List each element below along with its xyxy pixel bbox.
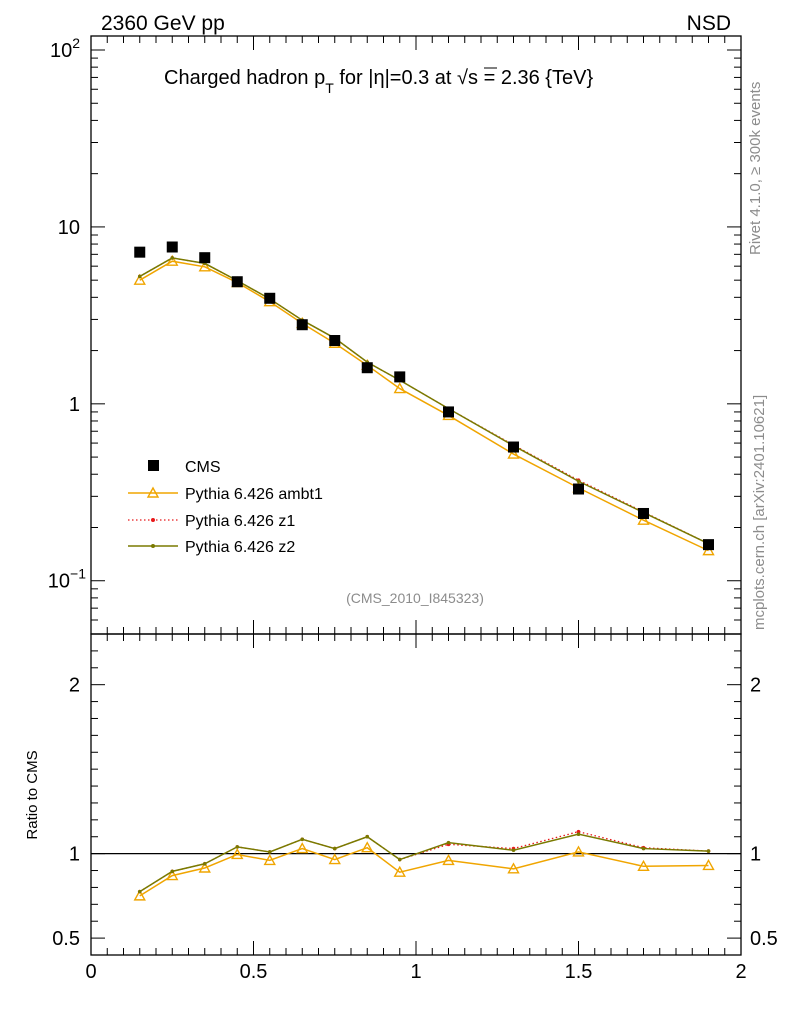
series-marker-triangle xyxy=(507,447,520,459)
ratio-y-tick-label-left: 0.5 xyxy=(52,928,80,950)
legend-marker-z1 xyxy=(151,518,155,522)
x-tick-labels: 0 0.5 1 1.5 2 xyxy=(85,961,746,983)
y-tick-label: 102 xyxy=(50,35,80,62)
header-right: NSD xyxy=(687,12,731,35)
series-marker-triangle xyxy=(361,841,374,853)
legend-label-ambt1: Pythia 6.426 ambt1 xyxy=(185,486,323,503)
ratio-y-tick-label-left: 1 xyxy=(69,844,80,866)
x-tick-label: 1.5 xyxy=(565,961,593,983)
series-marker-dot xyxy=(170,869,175,874)
legend-label-z2: Pythia 6.426 z2 xyxy=(185,539,295,556)
series-marker-dot xyxy=(235,845,240,849)
series-marker-triangle xyxy=(231,848,244,860)
series-marker-dot xyxy=(397,857,402,862)
series-marker-triangle xyxy=(637,513,650,525)
ratio-y-axis-label: Ratio to CMS xyxy=(24,750,41,839)
series-marker-dot xyxy=(170,256,175,260)
header-left: 2360 GeV pp xyxy=(101,12,225,35)
series-marker-triangle xyxy=(133,889,146,901)
main-y-tick-labels: 10−1 1 10 102 xyxy=(48,35,86,593)
main-axis-ticks xyxy=(90,36,742,635)
data-point-cms xyxy=(638,507,649,519)
x-tick-label: 0 xyxy=(85,961,96,983)
series-marker-triangle xyxy=(166,254,179,266)
series-line xyxy=(139,846,709,897)
y-tick-label: 1 xyxy=(69,394,80,416)
ratio-y-tick-label-right: 1 xyxy=(750,844,761,866)
data-point-cms xyxy=(703,539,714,551)
series-line xyxy=(139,830,709,893)
data-point-cms xyxy=(361,362,373,374)
series-marker-triangle xyxy=(442,853,455,866)
legend-marker-z2 xyxy=(151,544,155,548)
series-marker-dot xyxy=(641,846,646,851)
mcplots-label: mcplots.cern.ch [arXiv:2401.10621] xyxy=(751,395,768,630)
series-marker-dot xyxy=(576,832,581,837)
legend-label-z1: Pythia 6.426 z1 xyxy=(185,513,295,530)
series-marker-triangle xyxy=(296,842,309,854)
data-point-cms xyxy=(296,319,308,331)
legend-marker-cms xyxy=(148,460,159,471)
series-marker-dot xyxy=(137,274,142,279)
ratio-axis-ticks xyxy=(90,633,742,956)
series-line xyxy=(139,260,709,552)
series-marker-triangle xyxy=(393,382,406,394)
series-marker-triangle xyxy=(393,865,406,877)
series-marker-triangle xyxy=(572,845,585,857)
y-tick-label: 10−1 xyxy=(48,566,86,593)
series-marker-triangle xyxy=(133,273,146,285)
series-marker-dot xyxy=(137,889,142,894)
data-point-cms xyxy=(264,292,276,304)
legend-label-cms: CMS xyxy=(185,459,221,476)
series-line xyxy=(139,833,709,893)
series-marker-dot xyxy=(511,848,516,853)
series-marker-dot xyxy=(365,834,370,839)
series-marker-triangle xyxy=(198,861,211,873)
legend-marker-ambt1 xyxy=(146,486,160,498)
series-marker-triangle xyxy=(198,260,211,272)
ratio-y-tick-labels: 0.5 0.5 1 1 2 2 xyxy=(52,675,778,950)
series-marker-triangle xyxy=(166,869,179,881)
series-marker-dot xyxy=(706,849,711,853)
legend: CMS Pythia 6.426 ambt1 Pythia 6.426 z1 P… xyxy=(128,459,323,556)
series-marker-dot xyxy=(202,861,207,866)
series-line xyxy=(139,257,709,545)
main-series-group xyxy=(133,241,715,556)
data-point-cms xyxy=(394,371,406,383)
series-marker-dot xyxy=(300,837,305,842)
ratio-plot-frame xyxy=(90,633,742,956)
y-tick-label: 10 xyxy=(58,217,80,239)
series-marker-dot xyxy=(446,840,451,845)
series-marker-triangle xyxy=(637,859,650,872)
series-marker-dot xyxy=(267,850,272,854)
data-point-cms xyxy=(329,335,341,347)
x-tick-label: 2 xyxy=(735,961,746,983)
data-point-cms xyxy=(443,406,454,418)
x-tick-label: 1 xyxy=(410,961,421,983)
x-tick-label: 0.5 xyxy=(240,961,268,983)
series-marker-triangle xyxy=(328,853,341,865)
data-point-cms xyxy=(134,246,146,258)
data-point-cms xyxy=(573,483,584,495)
main-title: Charged hadron pT for |η|=0.3 at √s = 2.… xyxy=(164,67,593,96)
data-point-cms xyxy=(231,276,243,288)
data-point-cms xyxy=(166,241,178,253)
data-point-cms xyxy=(508,441,519,453)
rivet-version-label: Rivet 4.1.0, ≥ 300k events xyxy=(747,82,764,255)
series-marker-dot xyxy=(332,846,337,851)
series-marker-triangle xyxy=(263,853,276,866)
series-marker-dot xyxy=(576,829,581,834)
ratio-y-tick-label-right: 2 xyxy=(750,675,761,697)
ratio-series-group xyxy=(133,829,715,901)
ratio-y-tick-label-left: 2 xyxy=(69,675,80,697)
data-point-cms xyxy=(199,252,211,264)
ratio-y-tick-label-right: 0.5 xyxy=(750,928,778,950)
series-marker-dot xyxy=(576,479,581,484)
series-marker-triangle xyxy=(507,862,520,874)
analysis-watermark: (CMS_2010_I845323) xyxy=(346,590,484,606)
series-marker-triangle xyxy=(702,859,715,871)
